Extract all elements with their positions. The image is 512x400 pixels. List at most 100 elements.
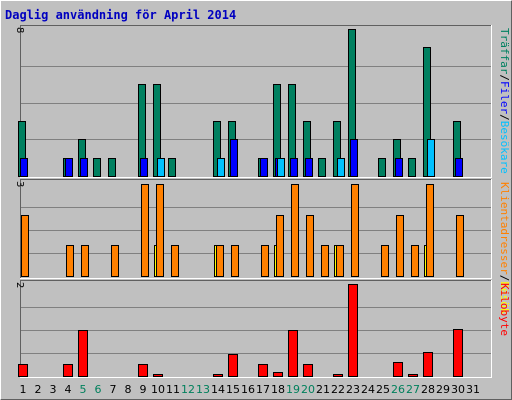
y-max-label: 3: [14, 181, 25, 187]
bar-kbytes-kilobyte-day-27: [408, 374, 418, 377]
day-label-20: 20: [301, 383, 315, 396]
day-label-21: 21: [316, 383, 330, 396]
bar-kbytes-kilobyte-day-1: [18, 364, 28, 377]
bar-hits-filer-day-20: [305, 158, 313, 177]
bar-sites-klientadresser-day-4: [66, 245, 74, 277]
day-label-12: 12: [181, 383, 195, 396]
bar-kbytes-kilobyte-day-14: [213, 374, 223, 377]
day-label-23: 23: [346, 383, 360, 396]
day-label-28: 28: [421, 383, 435, 396]
day-label-15: 15: [226, 383, 240, 396]
bar-hits-filer-day-30: [455, 158, 463, 177]
bar-kbytes-kilobyte-day-20: [303, 364, 313, 377]
bar-hits-beskare-day-28: [427, 139, 435, 177]
bar-kbytes-kilobyte-day-4: [63, 364, 73, 377]
day-label-9: 9: [140, 383, 147, 396]
bar-hits-beskare-day-10: [157, 158, 165, 177]
bar-sites-klientadresser-day-25: [381, 245, 389, 277]
bar-hits-trffar-day-21: [318, 158, 326, 177]
bar-kbytes-kilobyte-day-19: [288, 330, 298, 377]
bar-hits-filer-day-19: [290, 158, 298, 177]
bar-hits-filer-day-4: [65, 158, 73, 177]
bar-sites-klientadresser-day-14: [216, 245, 224, 277]
day-label-30: 30: [451, 383, 465, 396]
legend-item-besk: Besök: [498, 281, 511, 314]
legend-item-kilobyte: Kilobyte: [498, 283, 511, 336]
bar-hits-beskare-day-22: [337, 158, 345, 177]
day-label-18: 18: [271, 383, 285, 396]
panel-kbytes: 2 Kilobyte: [14, 280, 511, 378]
bar-sites-klientadresser-day-27: [411, 245, 419, 277]
day-label-8: 8: [125, 383, 132, 396]
bar-hits-filer-day-1: [20, 158, 28, 177]
plot-area: [20, 280, 492, 378]
bar-hits-beskare-day-18: [277, 158, 285, 177]
day-label-10: 10: [151, 383, 165, 396]
bar-sites-klientadresser-day-26: [396, 215, 404, 277]
day-label-7: 7: [110, 383, 117, 396]
day-label-6: 6: [95, 383, 102, 396]
bar-hits-filer-day-9: [140, 158, 148, 177]
bar-sites-klientadresser-day-9: [141, 184, 149, 277]
bar-kbytes-kilobyte-day-17: [258, 364, 268, 377]
bar-sites-klientadresser-day-21: [321, 245, 329, 277]
bar-kbytes-kilobyte-day-26: [393, 362, 403, 377]
day-label-11: 11: [166, 383, 180, 396]
bar-hits-filer-day-26: [395, 158, 403, 177]
day-label-13: 13: [196, 383, 210, 396]
plot-area: [20, 25, 492, 178]
day-label-26: 26: [391, 383, 405, 396]
plot-area: [20, 179, 492, 279]
day-label-24: 24: [361, 383, 375, 396]
day-label-27: 27: [406, 383, 420, 396]
day-label-19: 19: [286, 383, 300, 396]
bar-sites-klientadresser-day-18: [276, 215, 284, 277]
panel-hits: 8 Träffar/Filer/Besökare: [14, 25, 511, 178]
bar-sites-klientadresser-day-11: [171, 245, 179, 277]
legend-separator: /: [498, 114, 511, 121]
bar-kbytes-kilobyte-day-23: [348, 284, 358, 377]
bar-hits-beskare-day-14: [217, 158, 225, 177]
bar-kbytes-kilobyte-day-28: [423, 352, 433, 377]
bar-hits-trffar-day-6: [93, 158, 101, 177]
legend-item-trffar: Träffar: [498, 28, 511, 75]
legend-item-filer: Filer: [498, 81, 511, 114]
day-label-17: 17: [256, 383, 270, 396]
bar-hits-trffar-day-25: [378, 158, 386, 177]
bar-kbytes-kilobyte-day-18: [273, 372, 283, 377]
bar-hits-filer-day-17: [260, 158, 268, 177]
day-label-14: 14: [211, 383, 225, 396]
chart-title: Daglig användning för April 2014: [5, 8, 236, 22]
day-label-3: 3: [50, 383, 57, 396]
legend-item-klientadresser: Klientadresser: [498, 182, 511, 275]
day-label-16: 16: [241, 383, 255, 396]
bar-hits-filer-day-5: [80, 158, 88, 177]
bar-hits-trffar-day-7: [108, 158, 116, 177]
legend-separator: /: [498, 74, 511, 81]
bar-kbytes-kilobyte-day-22: [333, 374, 343, 377]
bar-sites-klientadresser-day-28: [426, 184, 434, 277]
y-max-label: 8: [14, 27, 25, 33]
bar-hits-filer-day-15: [230, 139, 238, 177]
bar-sites-klientadresser-day-5: [81, 245, 89, 277]
bar-sites-klientadresser-day-15: [231, 245, 239, 277]
day-label-31: 31: [466, 383, 480, 396]
bar-sites-klientadresser-day-20: [306, 215, 314, 277]
day-label-29: 29: [436, 383, 450, 396]
legend-hits: Träffar/Filer/Besökare: [498, 28, 511, 174]
bar-kbytes-kilobyte-day-15: [228, 354, 238, 377]
bar-sites-klientadresser-day-19: [291, 184, 299, 277]
bar-sites-klientadresser-day-1: [21, 215, 29, 277]
day-label-1: 1: [20, 383, 27, 396]
bar-sites-klientadresser-day-23: [351, 184, 359, 277]
y-max-label: 2: [14, 282, 25, 288]
legend-sites: Klientadresser/Besök: [498, 182, 511, 315]
bar-sites-klientadresser-day-10: [156, 184, 164, 277]
bar-kbytes-kilobyte-day-10: [153, 374, 163, 377]
day-label-2: 2: [35, 383, 42, 396]
day-label-22: 22: [331, 383, 345, 396]
bar-hits-trffar-day-27: [408, 158, 416, 177]
bar-hits-filer-day-23: [350, 139, 358, 177]
bar-sites-klientadresser-day-17: [261, 245, 269, 277]
bar-hits-trffar-day-11: [168, 158, 176, 177]
